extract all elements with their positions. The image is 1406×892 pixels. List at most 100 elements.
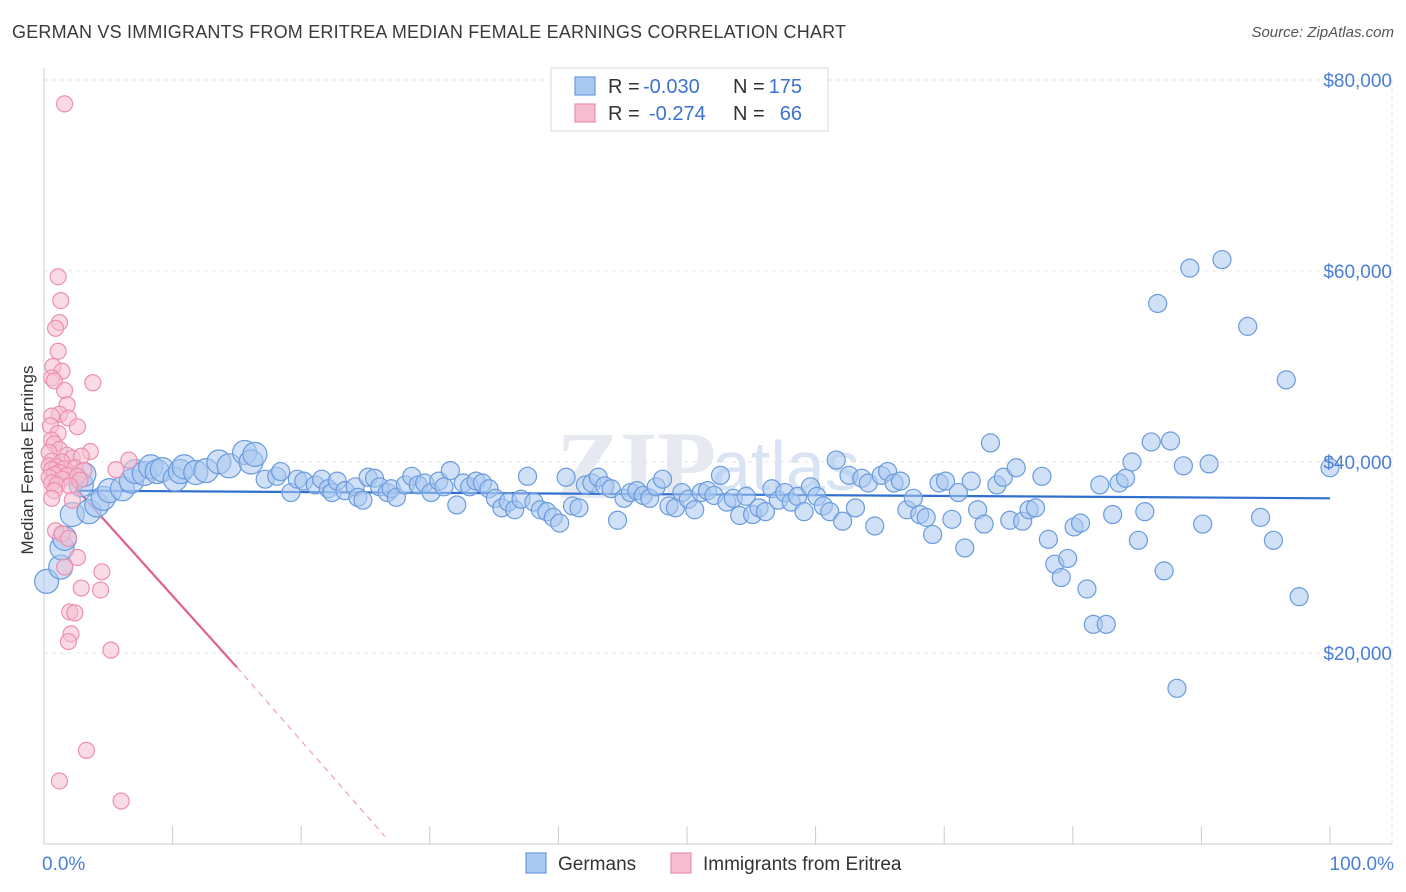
data-point xyxy=(1276,370,1296,390)
data-point xyxy=(1199,454,1219,474)
data-point xyxy=(1032,466,1052,486)
data-point xyxy=(68,548,87,567)
data-point xyxy=(440,460,460,481)
y-tick-label-1: $40,000 xyxy=(1323,453,1392,474)
data-point xyxy=(66,604,84,622)
data-point xyxy=(1006,458,1026,478)
data-point xyxy=(1289,587,1309,607)
data-point xyxy=(91,581,110,599)
data-point xyxy=(49,268,67,286)
chart-title: GERMAN VS IMMIGRANTS FROM ERITREA MEDIAN… xyxy=(12,22,847,42)
data-point xyxy=(556,467,576,487)
bottom-swatch-eritrea xyxy=(670,852,692,874)
data-point xyxy=(935,471,956,491)
data-point xyxy=(923,524,943,545)
data-point xyxy=(1051,567,1071,588)
data-point xyxy=(710,465,731,485)
y-tick-label-0: $20,000 xyxy=(1323,644,1392,665)
data-point xyxy=(353,490,373,510)
data-points xyxy=(33,95,1340,810)
legend-n-value-1: 175 xyxy=(769,76,802,98)
data-point xyxy=(826,450,846,470)
data-point xyxy=(1122,452,1142,472)
data-point xyxy=(112,792,130,810)
data-point xyxy=(980,433,1001,453)
data-point xyxy=(1263,530,1284,550)
bottom-label-germans: Germans xyxy=(558,854,636,875)
data-point xyxy=(948,482,968,503)
data-point xyxy=(50,772,69,790)
legend-n-label-1: N = xyxy=(733,76,765,98)
data-point xyxy=(1148,293,1168,314)
data-point xyxy=(68,418,87,436)
data-point xyxy=(820,502,840,522)
data-point xyxy=(84,374,102,392)
data-point xyxy=(120,451,138,469)
data-point xyxy=(1180,258,1200,278)
data-point xyxy=(1096,614,1116,634)
data-point xyxy=(736,486,756,506)
data-point xyxy=(607,510,628,530)
data-point xyxy=(61,477,79,495)
legend-r-label-1: R = xyxy=(608,76,640,98)
data-point xyxy=(1103,504,1123,525)
data-point xyxy=(1141,432,1161,452)
data-point xyxy=(55,95,74,113)
series-legend: Germans Immigrants from Eritrea xyxy=(525,852,902,875)
data-point xyxy=(52,292,70,310)
data-point xyxy=(49,342,67,360)
legend-swatch-germans xyxy=(574,76,596,96)
data-point xyxy=(652,469,673,489)
data-point xyxy=(1167,678,1187,698)
x-tick-label-end: 100.0% xyxy=(1330,854,1395,875)
data-point xyxy=(1160,431,1181,451)
legend-n-value-2: 66 xyxy=(780,103,802,125)
y-axis-label: Median Female Earnings xyxy=(18,366,37,555)
data-point xyxy=(1077,579,1097,599)
data-point xyxy=(434,477,454,497)
data-point xyxy=(961,471,981,491)
data-point xyxy=(1135,502,1155,522)
data-point xyxy=(1058,548,1078,569)
data-point xyxy=(1128,530,1148,550)
data-point xyxy=(845,498,866,518)
data-point xyxy=(242,441,268,467)
data-point xyxy=(1070,513,1091,533)
data-point xyxy=(59,632,78,651)
legend-n-label-2: N = xyxy=(733,103,765,125)
data-point xyxy=(93,563,111,581)
bottom-label-eritrea: Immigrants from Eritrea xyxy=(703,854,902,875)
data-point xyxy=(993,467,1013,487)
data-point xyxy=(890,471,911,491)
data-point xyxy=(1154,561,1174,581)
data-point xyxy=(1250,507,1271,527)
data-point xyxy=(1115,468,1136,488)
data-point xyxy=(1193,514,1213,534)
data-point xyxy=(1238,316,1258,336)
data-point xyxy=(755,502,776,522)
data-point xyxy=(794,502,814,522)
bottom-swatch-germans xyxy=(525,852,547,874)
data-point xyxy=(55,558,74,576)
data-point xyxy=(955,538,975,558)
data-point xyxy=(550,513,570,533)
data-point xyxy=(447,495,467,515)
data-point xyxy=(1173,456,1193,476)
legend-r-value-2: -0.274 xyxy=(649,103,706,125)
data-point xyxy=(1320,458,1340,478)
data-point xyxy=(833,511,853,531)
legend-r-value-1: -0.030 xyxy=(643,76,700,98)
data-point xyxy=(102,641,120,659)
source-label: Source: ZipAtlas.com xyxy=(1251,24,1394,41)
data-point xyxy=(1038,529,1058,549)
y-tick-label-2: $60,000 xyxy=(1323,262,1392,283)
data-point xyxy=(72,579,90,597)
data-point xyxy=(1212,249,1232,270)
data-point xyxy=(63,491,81,509)
trend-extension-eritrea xyxy=(236,666,386,837)
stats-legend: R = -0.030 N = 175 R = -0.274 N = 66 xyxy=(550,67,829,132)
legend-r-label-2: R = xyxy=(608,103,640,125)
data-point xyxy=(1090,475,1110,495)
data-point xyxy=(569,498,589,518)
data-point xyxy=(46,319,65,337)
